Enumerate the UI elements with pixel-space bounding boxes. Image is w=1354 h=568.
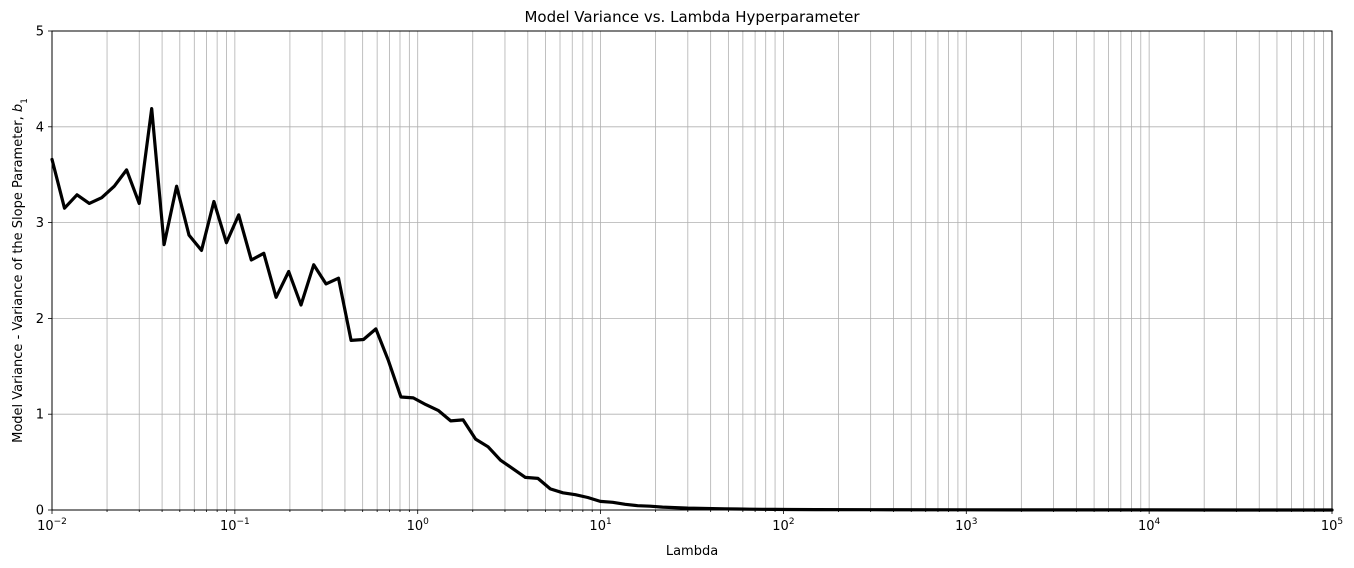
grid	[51, 30, 1332, 511]
x-tick-label-base: 10	[955, 519, 972, 534]
x-tick-label-base: 10	[407, 519, 424, 534]
y-tick-label: 3	[36, 216, 44, 231]
x-tick-label-base: 10	[37, 519, 54, 534]
x-tick-label: 100	[407, 517, 430, 534]
chart-title: Model Variance vs. Lambda Hyperparameter	[524, 8, 860, 26]
data-layer	[50, 106, 1334, 512]
y-axis-label-subscript: 1	[20, 98, 30, 104]
y-axis-label-symbol: b	[11, 104, 26, 112]
y-tick-label: 1	[36, 408, 44, 423]
x-tick-label-exponent: 1	[606, 517, 612, 527]
x-tick-label: 101	[589, 517, 611, 534]
x-axis-label: Lambda	[666, 544, 718, 559]
x-tick-label: 102	[772, 517, 794, 534]
x-tick-label-base: 10	[589, 519, 606, 534]
x-tick-label-exponent: 5	[1337, 517, 1343, 527]
x-tick-label-exponent: 4	[1155, 517, 1161, 527]
x-tick-label: 103	[955, 517, 977, 534]
series-line	[50, 106, 1334, 512]
x-tick-label: 10−2	[37, 517, 67, 534]
x-tick-label: 10−1	[220, 517, 250, 534]
y-tick-label: 2	[36, 312, 44, 327]
x-tick-label-exponent: 2	[789, 517, 795, 527]
x-tick-label: 104	[1138, 517, 1161, 534]
y-axis-label: Model Variance - Variance of the Slope P…	[11, 98, 30, 443]
y-tick-label: 0	[36, 504, 44, 519]
x-tick-label-exponent: 3	[972, 517, 978, 527]
x-tick-label-base: 10	[772, 519, 789, 534]
x-tick-label-exponent: −1	[236, 517, 249, 527]
x-tick-label-base: 10	[1138, 519, 1155, 534]
y-axis-label-text: Model Variance - Variance of the Slope P…	[11, 112, 26, 443]
x-tick-label: 105	[1321, 517, 1343, 534]
plot-frame	[51, 30, 1333, 511]
y-tick-label: 5	[36, 25, 44, 40]
y-tick-label: 4	[36, 120, 44, 135]
x-tick-label-exponent: 0	[423, 517, 429, 527]
x-tick-label-base: 10	[1321, 519, 1338, 534]
x-tick-label-exponent: −2	[54, 517, 67, 527]
x-tick-label-base: 10	[220, 519, 237, 534]
